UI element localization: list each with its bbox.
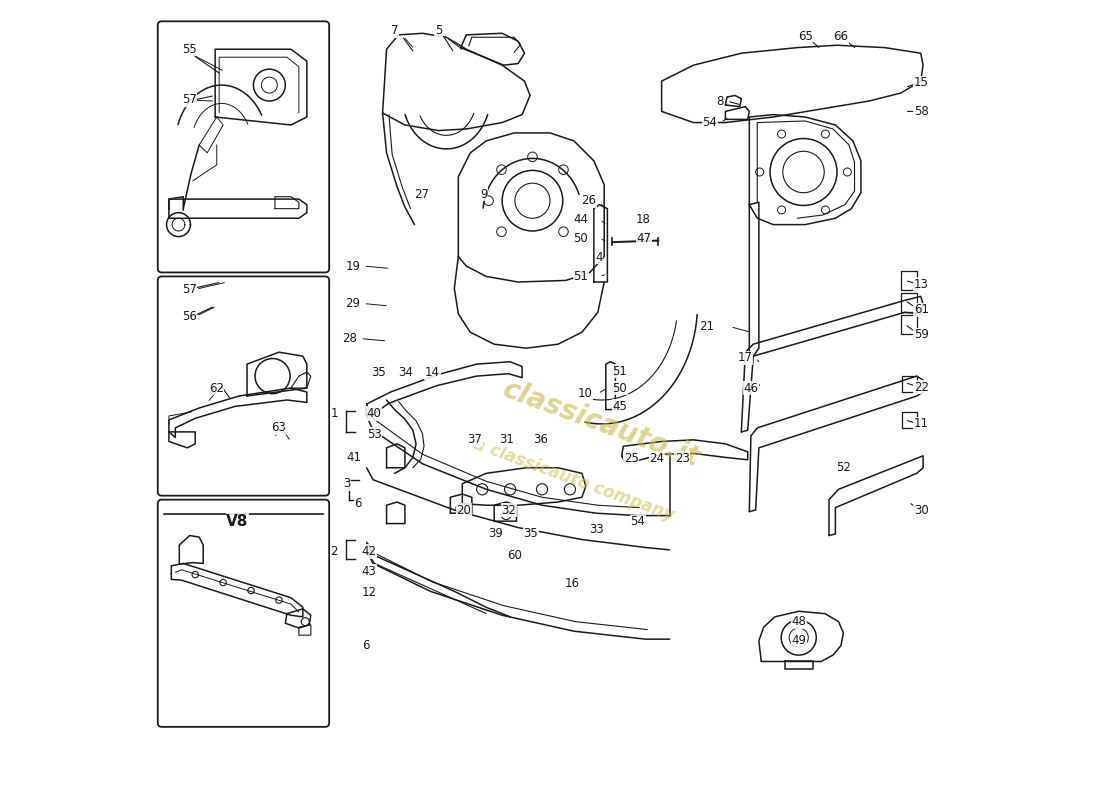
Text: 12: 12 (362, 586, 377, 599)
Text: V8: V8 (227, 514, 249, 529)
Text: 22: 22 (914, 381, 928, 394)
Text: 37: 37 (468, 434, 483, 446)
Text: 46: 46 (744, 382, 759, 394)
Text: 51: 51 (573, 270, 588, 283)
Text: 54: 54 (703, 116, 717, 129)
Text: 11: 11 (914, 418, 928, 430)
Text: 43: 43 (362, 565, 376, 578)
Text: 26: 26 (581, 194, 596, 207)
Text: 56: 56 (182, 310, 197, 322)
Text: 32: 32 (502, 503, 516, 517)
Text: 1: 1 (330, 407, 338, 420)
Text: 50: 50 (613, 382, 627, 394)
Text: 27: 27 (414, 188, 429, 201)
Text: classicauto.it: classicauto.it (499, 375, 704, 473)
Text: 51: 51 (613, 365, 627, 378)
Text: 39: 39 (488, 526, 503, 540)
Text: 14: 14 (425, 366, 440, 379)
Text: 47: 47 (636, 232, 651, 245)
Text: 44: 44 (573, 214, 588, 226)
Text: 45: 45 (613, 400, 627, 413)
Text: 15: 15 (914, 76, 928, 90)
Text: 33: 33 (588, 522, 604, 536)
Text: 7: 7 (390, 24, 398, 38)
Text: 25: 25 (624, 452, 639, 465)
Text: 66: 66 (834, 30, 848, 43)
Text: 60: 60 (507, 549, 522, 562)
Text: 23: 23 (675, 452, 690, 465)
Text: 28: 28 (342, 332, 358, 345)
Text: a classicauto company: a classicauto company (471, 435, 676, 525)
Text: 35: 35 (371, 366, 386, 379)
Text: 61: 61 (914, 303, 928, 317)
FancyBboxPatch shape (157, 22, 329, 273)
Text: 19: 19 (345, 259, 361, 273)
Text: 65: 65 (798, 30, 813, 43)
Text: 53: 53 (366, 428, 382, 441)
Text: 31: 31 (499, 434, 515, 446)
Text: 8: 8 (716, 94, 724, 107)
FancyBboxPatch shape (157, 500, 329, 727)
Text: 36: 36 (534, 434, 548, 446)
Text: 35: 35 (524, 526, 538, 540)
Text: 52: 52 (836, 462, 850, 474)
Text: 57: 57 (182, 93, 197, 106)
Text: 58: 58 (914, 105, 928, 118)
Text: 42: 42 (362, 545, 377, 558)
Text: 30: 30 (914, 503, 928, 517)
Text: 48: 48 (791, 615, 806, 628)
Text: 3: 3 (343, 478, 351, 490)
Text: 63: 63 (271, 422, 286, 434)
Text: 10: 10 (578, 387, 592, 400)
FancyBboxPatch shape (157, 277, 329, 496)
Text: 24: 24 (649, 452, 664, 465)
Text: 5: 5 (434, 24, 442, 38)
Text: 41: 41 (346, 451, 362, 464)
Text: 54: 54 (630, 515, 645, 529)
Text: 6: 6 (354, 497, 362, 510)
Text: 55: 55 (182, 42, 197, 56)
Text: 62: 62 (209, 382, 223, 394)
Text: 21: 21 (700, 320, 714, 333)
Text: 34: 34 (398, 366, 412, 379)
Text: 57: 57 (182, 282, 197, 296)
Text: 59: 59 (914, 328, 928, 341)
Text: 20: 20 (456, 503, 471, 517)
Text: 29: 29 (345, 297, 361, 310)
Text: 6: 6 (362, 639, 370, 652)
Text: 40: 40 (366, 407, 382, 420)
Text: 9: 9 (480, 188, 487, 201)
Text: 17: 17 (737, 351, 752, 364)
Text: 13: 13 (914, 278, 928, 291)
Text: 4: 4 (595, 250, 603, 264)
Text: 50: 50 (573, 232, 588, 245)
Text: 16: 16 (564, 577, 580, 590)
Text: 2: 2 (330, 545, 338, 558)
Text: 18: 18 (636, 214, 651, 226)
Text: 49: 49 (791, 634, 806, 647)
